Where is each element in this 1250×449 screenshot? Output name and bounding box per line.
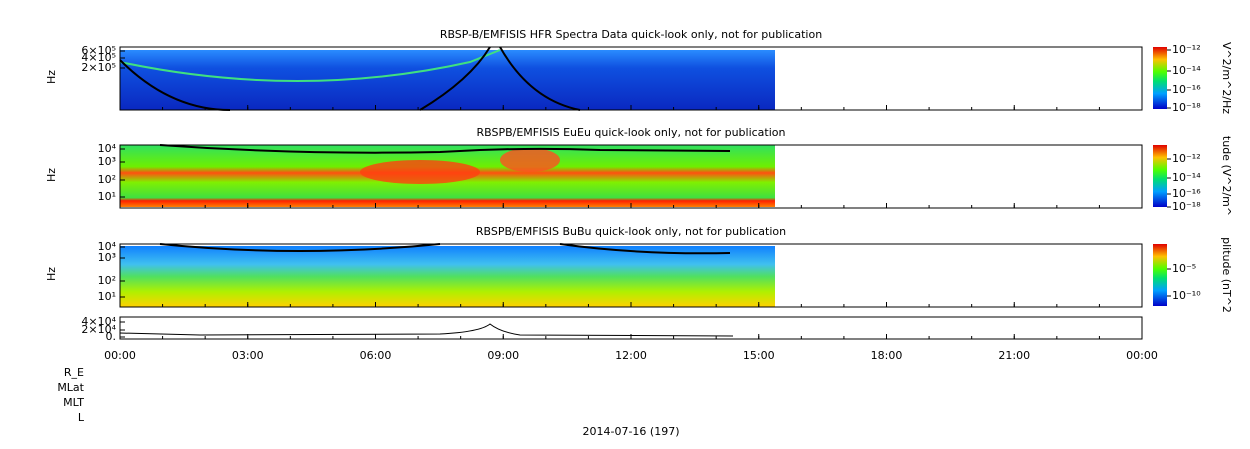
y-axis-label: Hz — [45, 168, 58, 182]
time-tick-label: 18:00 — [871, 349, 903, 362]
time-tick-label: 12:00 — [615, 349, 647, 362]
time-tick-label: 00:00 — [1126, 349, 1158, 362]
colorbar-tick-label: 10⁻¹⁴ — [1172, 171, 1201, 184]
spectrogram — [360, 160, 480, 184]
y-tick-label: 10⁴ — [98, 240, 117, 253]
colorbar — [1153, 244, 1167, 306]
time-tick-label: 03:00 — [232, 349, 264, 362]
y-tick-label: 4×10⁴ — [81, 315, 116, 328]
cyclotron-line — [119, 46, 581, 111]
y-tick-label: 10³ — [98, 155, 116, 168]
ephemeris-label: MLat — [57, 381, 84, 394]
y-tick-label: 10¹ — [98, 190, 116, 203]
y-tick-label: 10² — [98, 274, 116, 287]
colorbar-tick-label: 10⁻⁵ — [1172, 262, 1196, 275]
y-tick-label: 6×10⁵ — [81, 44, 116, 57]
y-tick-label: 2×10⁵ — [81, 61, 116, 74]
trace-line — [119, 323, 734, 337]
colorbar-tick-label: 10⁻¹² — [1172, 152, 1201, 165]
y-tick-label: 0. — [106, 330, 117, 343]
spectrogram-images — [119, 46, 775, 337]
cyclotron-line — [159, 144, 731, 154]
y-tick-label: 2×10⁴ — [81, 323, 116, 336]
time-tick-label: 15:00 — [743, 349, 775, 362]
colorbar — [1153, 47, 1167, 109]
colorbar-tick-label: 10⁻¹⁸ — [1172, 200, 1201, 213]
colorbar-label: tude (V^2/m^ — [1220, 136, 1233, 216]
time-tick-label: 06:00 — [360, 349, 392, 362]
panel-title: RBSPB/EMFISIS EuEu quick-look only, not … — [476, 126, 785, 139]
spectrogram — [120, 50, 775, 110]
colorbar-tick-label: 10⁻¹² — [1172, 43, 1201, 56]
y-tick-label: 10⁴ — [98, 142, 117, 155]
time-tick-label: 21:00 — [998, 349, 1030, 362]
ephemeris-label: R_E — [64, 366, 84, 379]
y-axis-label: Hz — [45, 70, 58, 84]
colorbar-tick-label: 10⁻¹⁰ — [1172, 289, 1201, 302]
spectrogram — [120, 246, 775, 307]
colorbar-tick-label: 10⁻¹⁶ — [1172, 187, 1201, 200]
y-axis-label: Hz — [45, 267, 58, 281]
colorbar-tick-label: 10⁻¹⁶ — [1172, 83, 1201, 96]
panel-title: RBSPB/EMFISIS BuBu quick-look only, not … — [476, 225, 786, 238]
y-tick-label: 10² — [98, 173, 116, 186]
time-tick-label: 00:00 — [104, 349, 136, 362]
colorbar-label: V^2/m^2/Hz — [1220, 42, 1233, 114]
colorbar-tick-label: 10⁻¹⁴ — [1172, 64, 1201, 77]
time-tick-label: 09:00 — [487, 349, 519, 362]
panel-title: RBSP-B/EMFISIS HFR Spectra Data quick-lo… — [440, 28, 822, 41]
y-tick-label: 10³ — [98, 251, 116, 264]
colorbar-label: plitude (nT^2 — [1220, 237, 1233, 313]
ephemeris-label: MLT — [63, 396, 84, 409]
colorbar — [1153, 145, 1167, 207]
emission-band — [119, 49, 501, 82]
spectrogram — [500, 148, 560, 172]
y-tick-label: 4×10⁵ — [81, 51, 116, 64]
y-tick-label: 10¹ — [98, 290, 116, 303]
cyclotron-line — [159, 243, 731, 255]
date-label: 2014-07-16 (197) — [582, 425, 679, 438]
ephemeris-label: L — [78, 411, 85, 424]
colorbar-tick-label: 10⁻¹⁸ — [1172, 101, 1201, 114]
